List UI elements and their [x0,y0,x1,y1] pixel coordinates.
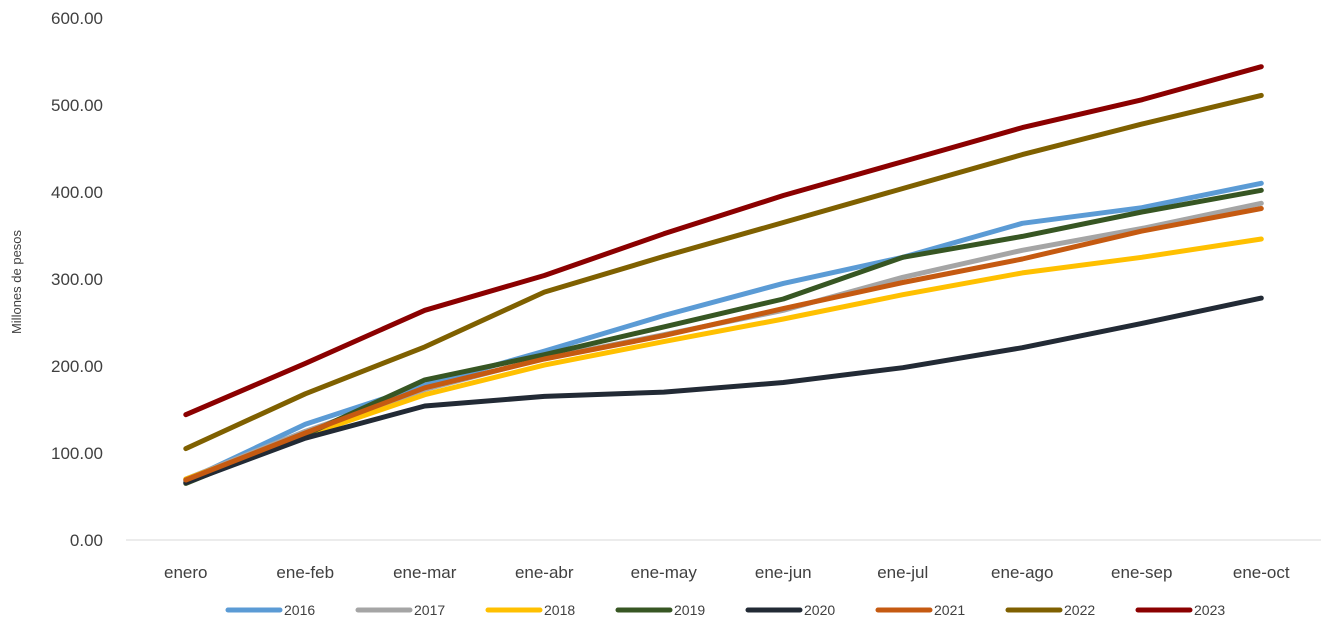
x-tick-label: ene-mar [393,563,457,582]
legend-label-2021: 2021 [934,602,965,618]
y-tick-label: 600.00 [51,9,103,28]
y-tick-label: 400.00 [51,183,103,202]
series-line-2017 [183,200,1264,482]
series-line-2019 [183,187,1264,486]
series-line-2020 [183,295,1264,486]
legend-label-2023: 2023 [1194,602,1225,618]
legend-label-2017: 2017 [414,602,445,618]
x-tick-label: ene-jun [755,563,812,582]
legend-label-2018: 2018 [544,602,575,618]
legend-label-2020: 2020 [804,602,835,618]
x-tick-label: ene-ago [991,563,1053,582]
x-tick-label: ene-feb [276,563,334,582]
x-tick-label: ene-oct [1233,563,1290,582]
series-line-2021 [183,206,1264,483]
x-tick-label: ene-abr [515,563,574,582]
series-line-2023 [183,64,1264,418]
y-tick-label: 0.00 [70,531,103,550]
y-tick-label: 200.00 [51,357,103,376]
y-axis-label: Millones de pesos [9,229,24,334]
x-tick-label: ene-jul [877,563,928,582]
legend-label-2019: 2019 [674,602,705,618]
x-tick-label: ene-sep [1111,563,1172,582]
y-tick-label: 500.00 [51,96,103,115]
x-tick-label: enero [164,563,207,582]
legend-label-2016: 2016 [284,602,315,618]
series-line-2022 [183,92,1264,452]
x-tick-label: ene-may [631,563,698,582]
y-tick-label: 100.00 [51,444,103,463]
legend-label-2022: 2022 [1064,602,1095,618]
y-tick-label: 300.00 [51,270,103,289]
series-line-2018 [183,236,1264,482]
